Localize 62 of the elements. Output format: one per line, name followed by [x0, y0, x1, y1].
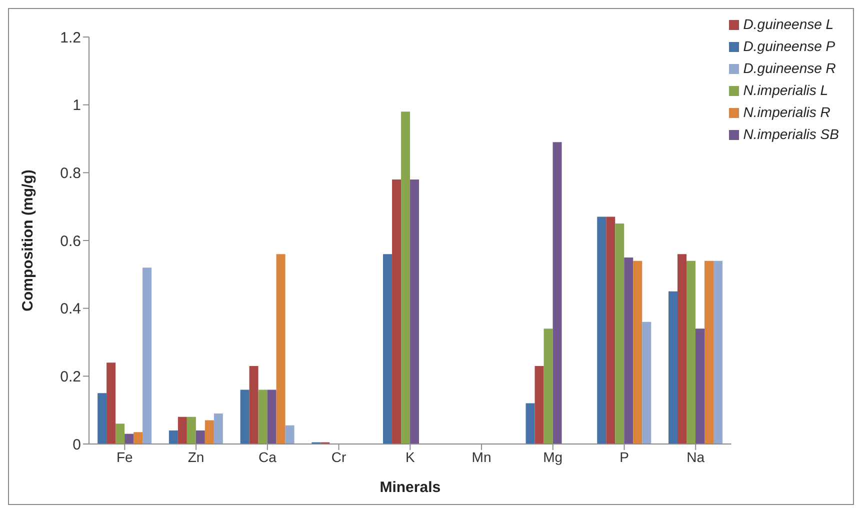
- bar: [624, 257, 634, 444]
- bar: [98, 393, 107, 444]
- bar: [552, 142, 562, 444]
- bar: [401, 112, 410, 444]
- legend-label: N.imperialis L: [743, 82, 828, 98]
- x-tick-label: K: [405, 448, 416, 465]
- bar: [597, 216, 606, 444]
- bar: [642, 322, 652, 444]
- legend-label: N.imperialis R: [743, 104, 830, 120]
- bar: [544, 328, 553, 444]
- y-tick-label: 0: [72, 436, 81, 454]
- y-tick-label: 0.8: [60, 164, 81, 182]
- x-tick-label: Cr: [331, 448, 346, 465]
- bar: [713, 260, 722, 444]
- bar: [695, 328, 704, 444]
- bar: [240, 390, 250, 444]
- bar: [677, 254, 686, 444]
- x-tick-label: Fe: [116, 448, 134, 465]
- x-axis-title: Minerals: [380, 479, 441, 496]
- bar: [392, 179, 402, 444]
- bar: [186, 416, 196, 444]
- bar: [178, 416, 187, 444]
- y-tick-label: 1: [72, 97, 81, 114]
- x-tick-label: Ca: [258, 448, 277, 465]
- x-tick-label: Mn: [472, 448, 492, 465]
- bar: [214, 413, 223, 444]
- bar: [633, 260, 642, 444]
- bar: [267, 390, 276, 444]
- bar: [534, 366, 544, 444]
- x-tick-label: Zn: [188, 448, 204, 465]
- bar: [106, 362, 116, 444]
- bar: [204, 420, 214, 444]
- legend-label: D.guineense R: [743, 60, 836, 76]
- y-tick-label: 0.2: [60, 368, 81, 386]
- legend-label: D.guineense P: [743, 38, 836, 54]
- bar: [168, 430, 178, 444]
- x-tick-label: P: [620, 448, 629, 465]
- bar: [116, 424, 125, 444]
- bar: [526, 403, 535, 444]
- bar: [686, 260, 696, 444]
- y-tick-label: 0.4: [60, 300, 81, 318]
- bar: [124, 434, 134, 444]
- bar: [258, 390, 268, 444]
- y-axis-title: Composition (mg/g): [19, 170, 36, 312]
- bar: [142, 268, 152, 444]
- legend-label: N.imperialis SB: [743, 126, 839, 142]
- x-tick-label: Na: [686, 448, 705, 465]
- bar: [410, 179, 420, 444]
- legend-label: D.guineense L: [743, 16, 834, 32]
- bar: [383, 254, 392, 444]
- bar: [606, 216, 616, 444]
- bar: [196, 430, 205, 444]
- bar: [615, 224, 624, 444]
- bar: [276, 254, 286, 444]
- y-tick-label: 0.6: [60, 232, 81, 250]
- bar: [668, 291, 678, 444]
- y-tick-label: 1.2: [60, 29, 81, 46]
- bar: [249, 366, 258, 444]
- bar: [704, 260, 714, 444]
- bar: [134, 432, 143, 444]
- bar: [285, 425, 294, 444]
- x-tick-label: Mg: [543, 448, 563, 465]
